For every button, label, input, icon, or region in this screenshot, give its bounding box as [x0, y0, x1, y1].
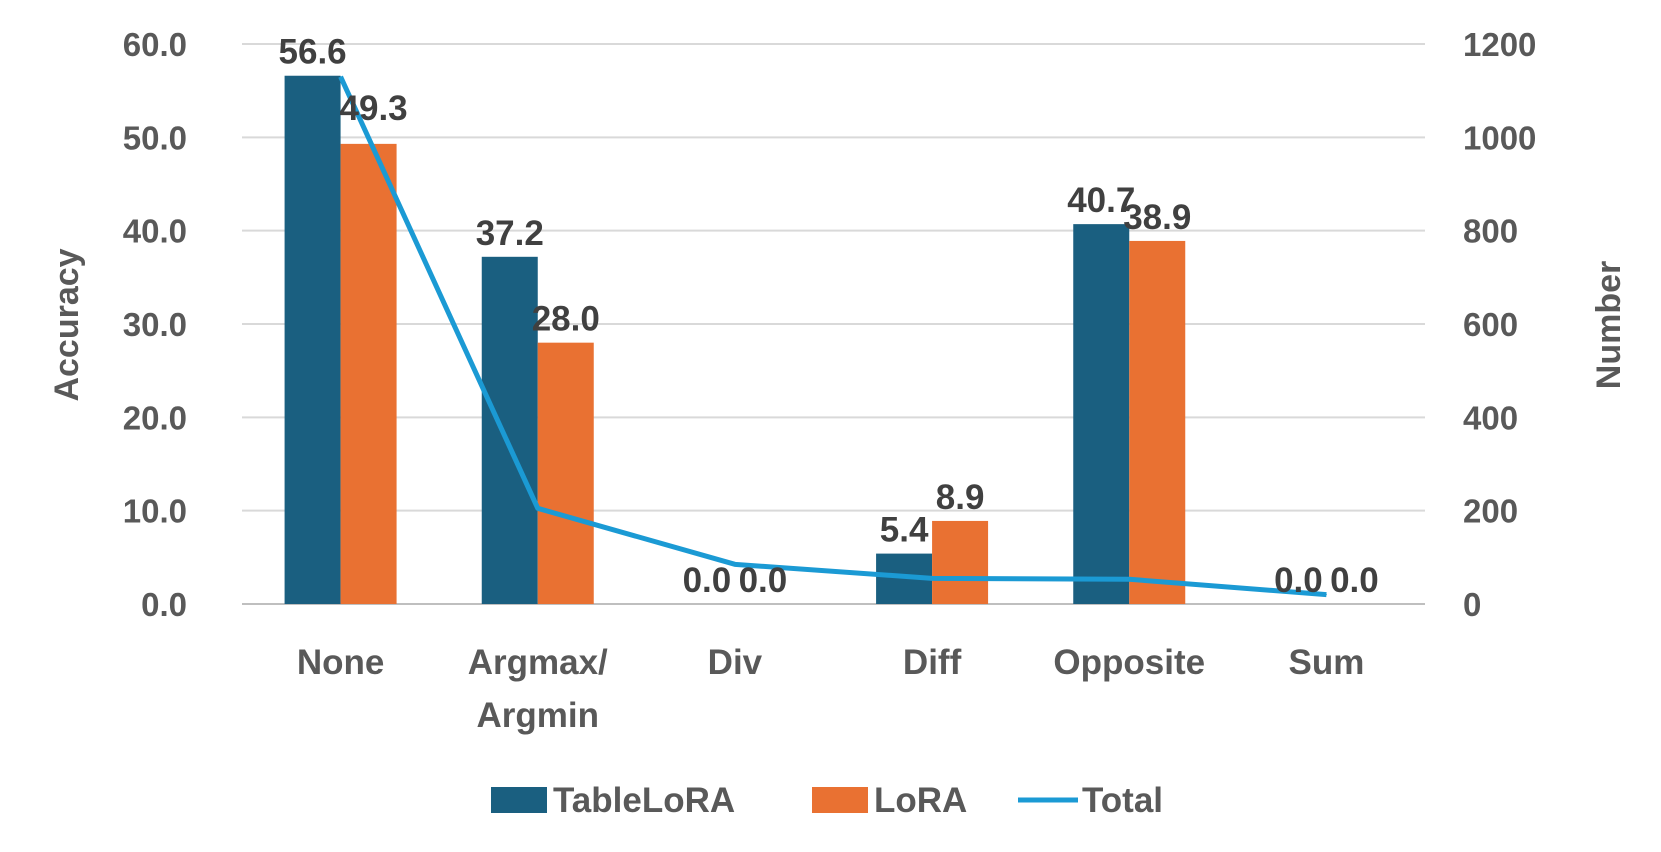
- right-tick-label: 1000: [1463, 119, 1536, 156]
- left-tick-label: 30.0: [123, 306, 187, 343]
- right-tick-label: 1200: [1463, 26, 1536, 63]
- left-tick-label: 10.0: [123, 493, 187, 530]
- total-line: [338, 75, 1327, 598]
- bar-tablelora: [284, 75, 341, 604]
- category-label: None: [297, 643, 385, 682]
- left-tick-label: 60.0: [123, 26, 187, 63]
- data-label-lora: 38.9: [1123, 198, 1191, 237]
- right-tick-label: 200: [1463, 493, 1518, 530]
- right-axis-title: Number: [1590, 261, 1628, 389]
- line-point-total: [340, 76, 342, 78]
- bar-tablelora: [1073, 224, 1130, 604]
- right-tick-label: 0: [1463, 586, 1481, 623]
- data-label-lora: 8.9: [936, 478, 985, 517]
- line-point-total: [1325, 594, 1327, 596]
- category-label: Sum: [1288, 643, 1364, 682]
- legend: TableLoRA LoRA Total: [491, 781, 1163, 820]
- legend-swatch-lora: [812, 787, 868, 813]
- left-tick-label: 0.0: [141, 586, 187, 623]
- left-axis: 0.0 10.0 20.0 30.0 40.0 50.0 60.0: [123, 26, 187, 623]
- line-point-total: [734, 563, 736, 565]
- right-tick-label: 600: [1463, 306, 1518, 343]
- bar-lora: [1129, 240, 1186, 604]
- bar-tablelora: [481, 256, 538, 604]
- left-tick-label: 50.0: [123, 119, 187, 156]
- data-label-lora: 0.0: [739, 561, 788, 600]
- data-label-tablelora: 40.7: [1067, 181, 1135, 220]
- legend-swatch-tablelora: [491, 787, 547, 813]
- data-label-lora: 49.3: [340, 89, 408, 128]
- legend-label-total: Total: [1082, 781, 1163, 820]
- left-tick-label: 20.0: [123, 399, 187, 436]
- data-label-tablelora: 37.2: [476, 214, 544, 253]
- bar-lora: [340, 143, 397, 604]
- bar-lora: [537, 342, 594, 604]
- category-label: Opposite: [1053, 643, 1205, 682]
- data-label-tablelora: 5.4: [880, 511, 929, 550]
- x-axis: None Argmax/Argmin Div Diff Opposite Sum: [297, 643, 1365, 735]
- category-label: Argmax/Argmin: [468, 643, 608, 735]
- legend-label-tablelora: TableLoRA: [553, 781, 735, 820]
- bar-lora: [932, 520, 989, 604]
- gridlines: [242, 43, 1425, 605]
- right-tick-label: 400: [1463, 399, 1518, 436]
- line-point-total: [931, 577, 933, 579]
- right-axis: 0 200 400 600 800 1000 1200: [1463, 26, 1536, 623]
- line-total: [338, 75, 1327, 598]
- data-label-tablelora: 56.6: [279, 33, 347, 72]
- data-labels: 56.6 37.2 0.0 5.4 40.7 0.0 49.3 28.0 0.0 8.9 38.9 0…: [279, 33, 1379, 600]
- data-label-tablelora: 0.0: [683, 561, 732, 600]
- left-axis-title: Accuracy: [48, 248, 86, 401]
- data-label-lora: 28.0: [532, 300, 600, 339]
- right-tick-label: 800: [1463, 213, 1518, 250]
- category-label: Diff: [903, 643, 962, 682]
- legend-label-lora: LoRA: [874, 781, 967, 820]
- line-point-total: [1128, 578, 1130, 580]
- data-label-lora: 0.0: [1330, 561, 1379, 600]
- left-tick-label: 40.0: [123, 213, 187, 250]
- data-label-tablelora: 0.0: [1274, 561, 1323, 600]
- category-label: Div: [708, 643, 763, 682]
- line-point-total: [537, 507, 539, 509]
- bars: [284, 75, 1186, 604]
